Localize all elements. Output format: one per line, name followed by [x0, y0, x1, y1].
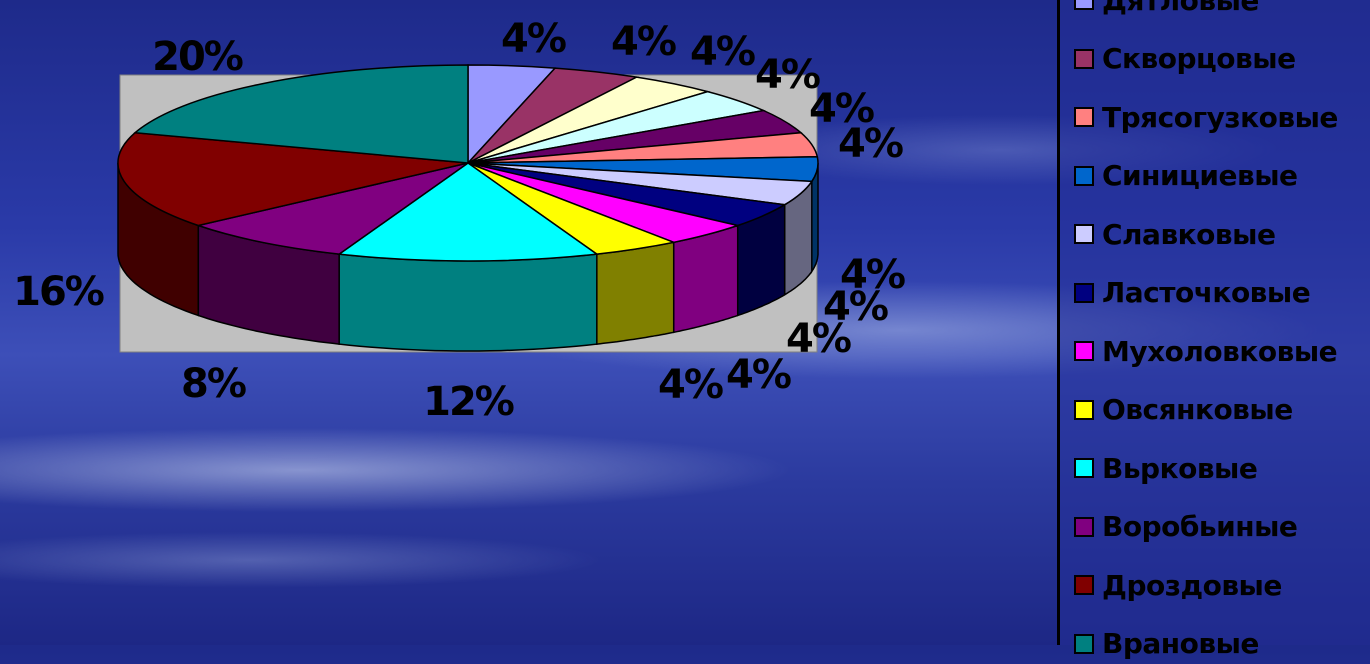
legend-label: Овсянковые: [1102, 393, 1293, 426]
pie-slice-side-11: [338, 253, 598, 352]
pie-data-label-3: 4%: [755, 52, 820, 98]
pie-data-label-8: 4%: [786, 316, 851, 362]
legend-label: Славковые: [1102, 217, 1276, 251]
pie-data-label-6: 4%: [840, 252, 905, 298]
legend-swatch: [1074, 224, 1094, 244]
legend-item: Мухоловковые: [1074, 331, 1338, 371]
pie-chart: 4% 4% 4% 4%4%4%4%4%4%4%4%12%8%16%20%: [13, 16, 907, 425]
legend-item: Вьрковые: [1074, 448, 1258, 488]
legend-label: Врановые: [1102, 627, 1259, 660]
legend-item: Синициевые: [1074, 156, 1298, 196]
pie-slice-side-9: [672, 224, 739, 334]
legend-item: Трясогузковые: [1074, 97, 1338, 137]
pie-data-label-11: 12%: [423, 379, 514, 425]
pie-data-label-5: 4%: [838, 121, 903, 167]
legend-label: Ласточковые: [1102, 276, 1311, 309]
legend-label: Синициевые: [1102, 159, 1298, 192]
legend-label: Воробьиные: [1102, 510, 1298, 543]
legend-swatch: [1074, 107, 1094, 127]
legend-swatch: [1074, 341, 1094, 361]
legend-swatch: [1074, 282, 1094, 303]
pie-data-label-10: 4%: [658, 362, 723, 408]
pie-slice-12: [195, 162, 469, 255]
legend-swatch: [1074, 633, 1094, 654]
legend-swatch: [1074, 48, 1094, 69]
legend-label: Трясогузковые: [1102, 100, 1338, 134]
legend-item: Врановые: [1074, 624, 1259, 664]
pie-data-label-7: 4%: [823, 284, 888, 330]
legend-swatch: [1074, 0, 1094, 10]
legend-swatch: [1074, 516, 1094, 537]
legend-swatch: [1074, 458, 1094, 478]
legend-swatch: [1074, 575, 1094, 595]
pie-data-label-1: 4%: [611, 19, 676, 65]
legend-label: Мухоловковые: [1102, 334, 1338, 368]
legend-label: Скворцовые: [1102, 42, 1296, 75]
pie-data-label-0: 4%: [501, 16, 566, 62]
pie-data-label-2: 4%: [690, 29, 755, 75]
pie-slice-14: [133, 64, 469, 164]
legend-swatch: [1074, 399, 1094, 420]
legend-item: Скворцовые: [1074, 39, 1296, 79]
legend-item: Славковые: [1074, 214, 1276, 254]
legend-label: Дроздовые: [1102, 568, 1282, 602]
pie-data-label-4: 4%: [809, 86, 874, 132]
legend-item: Овсянковые: [1074, 390, 1293, 430]
legend: Дятловые Скворцовые Трясогузковые Синициевы…: [1057, 0, 1370, 660]
pie-slice-13: [117, 131, 469, 227]
legend-item: Ласточковые: [1074, 273, 1311, 313]
legend-item: Дятловые: [1074, 0, 1259, 20]
legend-item: Воробьиные: [1074, 507, 1298, 547]
legend-item: Дроздовые: [1074, 565, 1282, 605]
pie-slice-11: [337, 162, 599, 262]
pie-slice-side-10: [596, 241, 675, 345]
legend-swatch: [1074, 165, 1094, 186]
legend-label: Дятловые: [1102, 0, 1259, 17]
pie-data-label-12: 8%: [181, 361, 246, 407]
pie-data-label-13: 16%: [13, 269, 104, 315]
pie-data-label-9: 4%: [726, 352, 791, 398]
legend-label: Вьрковые: [1102, 451, 1258, 485]
pie-data-label-14: 20%: [152, 34, 243, 80]
